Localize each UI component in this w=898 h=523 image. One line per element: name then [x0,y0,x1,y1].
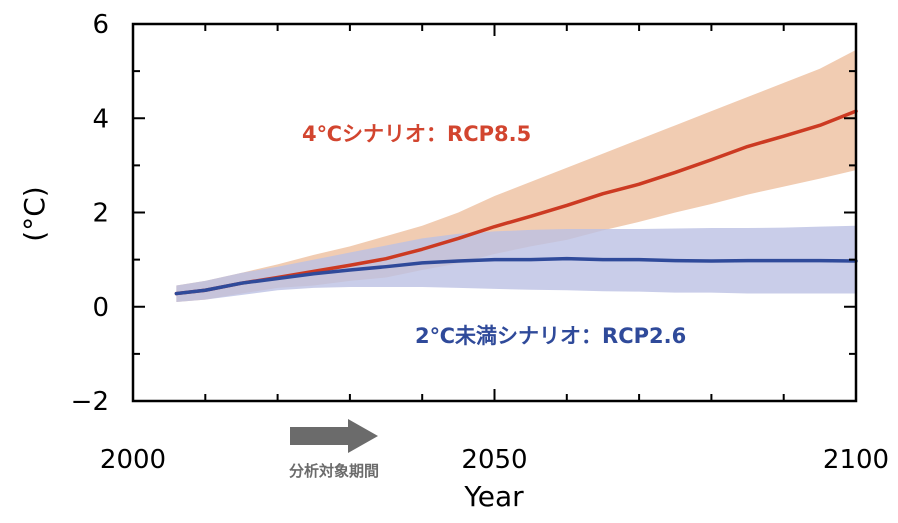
x-axis-title: Year [463,480,524,513]
y-tick-label-4: 4 [92,104,109,134]
annotation-rcp26: 2℃未満シナリオ：RCP2.6 [415,324,686,348]
annotation-rcp85: 4℃シナリオ：RCP8.5 [302,122,531,146]
y-tick-label-6: 6 [92,10,109,40]
axis-ticks [132,23,857,402]
x-tick-label-2000: 2000 [100,445,166,475]
x-tick-label-2100: 2100 [823,445,889,475]
analysis-period-marker: 分析対象期間 [289,419,379,480]
mean-lines [174,109,858,296]
y-axis-title: (°C) [18,186,51,241]
period-arrow [290,419,378,453]
line-series-2 [174,256,858,296]
band-series-2 [176,225,856,303]
y-tick-label-0: 0 [92,293,109,323]
tick-labels: 2000 2050 2100 −2 0 2 4 6 [71,10,889,475]
y-tick-label-2: 2 [92,199,109,229]
x-tick-label-2050: 2050 [461,445,527,475]
y-tick-label--2: −2 [71,387,109,417]
period-label: 分析対象期間 [289,462,379,480]
uncertainty-bands [176,49,856,303]
